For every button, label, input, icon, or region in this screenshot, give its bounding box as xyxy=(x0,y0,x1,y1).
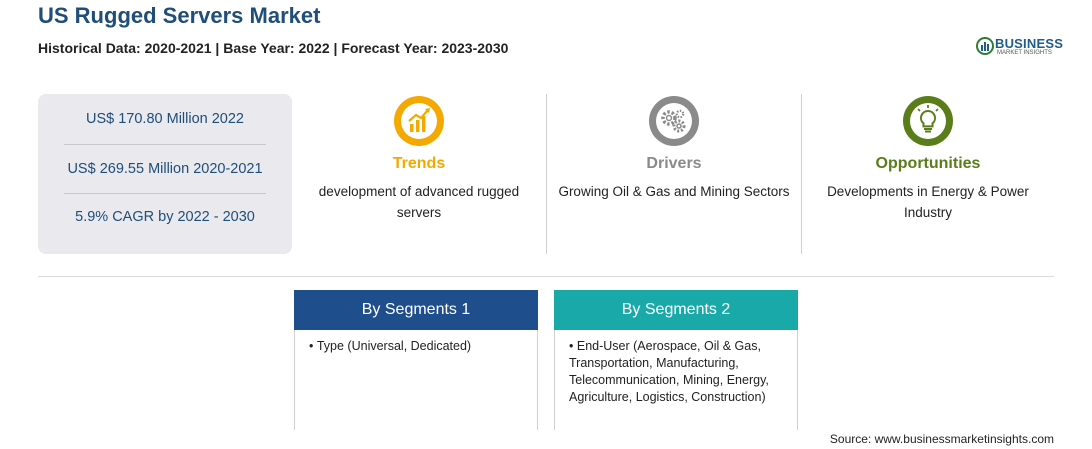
segment-card-2: By Segments 2 End-User (Aerospace, Oil &… xyxy=(554,290,798,430)
logo-brand-sub: MARKET INSIGHTS xyxy=(997,50,1052,56)
drivers-description: Growing Oil & Gas and Mining Sectors xyxy=(558,184,790,199)
source-credit: Source: www.businessmarketinsights.com xyxy=(829,432,1054,446)
stat-divider xyxy=(64,193,266,194)
trends-heading: Trends xyxy=(392,155,446,172)
stats-panel: US$ 170.80 Million 2022 US$ 269.55 Milli… xyxy=(38,94,292,254)
segment-1-body: Type (Universal, Dedicated) xyxy=(294,330,538,430)
stat-market-2022: US$ 170.80 Million 2022 xyxy=(86,111,244,127)
gears-icon xyxy=(649,96,699,146)
lightbulb-icon xyxy=(903,96,953,146)
opportunities-description: Developments in Energy & Power Industry xyxy=(827,184,1029,220)
trends-description: development of advanced rugged servers xyxy=(318,184,520,220)
trends-column: Trends development of advanced rugged se… xyxy=(302,94,536,223)
list-item: Type (Universal, Dedicated) xyxy=(309,338,527,355)
segment-1-title: By Segments 1 xyxy=(294,290,538,330)
opportunities-column: Opportunities Developments in Energy & P… xyxy=(811,94,1045,223)
column-divider xyxy=(546,94,547,254)
opportunities-heading: Opportunities xyxy=(875,155,981,172)
stat-market-historical: US$ 269.55 Million 2020-2021 xyxy=(67,161,263,177)
segment-card-1: By Segments 1 Type (Universal, Dedicated… xyxy=(294,290,538,430)
trending-chart-icon xyxy=(394,96,444,146)
segment-2-list: End-User (Aerospace, Oil & Gas, Transpor… xyxy=(555,330,797,406)
column-divider xyxy=(801,94,802,254)
logo-mark-icon xyxy=(976,37,994,55)
drivers-heading: Drivers xyxy=(646,155,702,172)
stat-divider xyxy=(64,144,266,145)
segment-2-body: End-User (Aerospace, Oil & Gas, Transpor… xyxy=(554,330,798,430)
segment-2-title: By Segments 2 xyxy=(554,290,798,330)
segment-1-list: Type (Universal, Dedicated) xyxy=(295,330,537,355)
section-divider xyxy=(38,276,1054,277)
company-logo: BUSINESS MARKET INSIGHTS xyxy=(975,34,1065,58)
stat-cagr: 5.9% CAGR by 2022 - 2030 xyxy=(75,209,255,225)
drivers-column: Drivers Growing Oil & Gas and Mining Sec… xyxy=(557,94,791,202)
page-subtitle: Historical Data: 2020-2021 | Base Year: … xyxy=(38,40,509,56)
logo-brand: BUSINESS xyxy=(995,36,1064,51)
page-title: US Rugged Servers Market xyxy=(38,3,321,28)
list-item: End-User (Aerospace, Oil & Gas, Transpor… xyxy=(569,338,787,406)
